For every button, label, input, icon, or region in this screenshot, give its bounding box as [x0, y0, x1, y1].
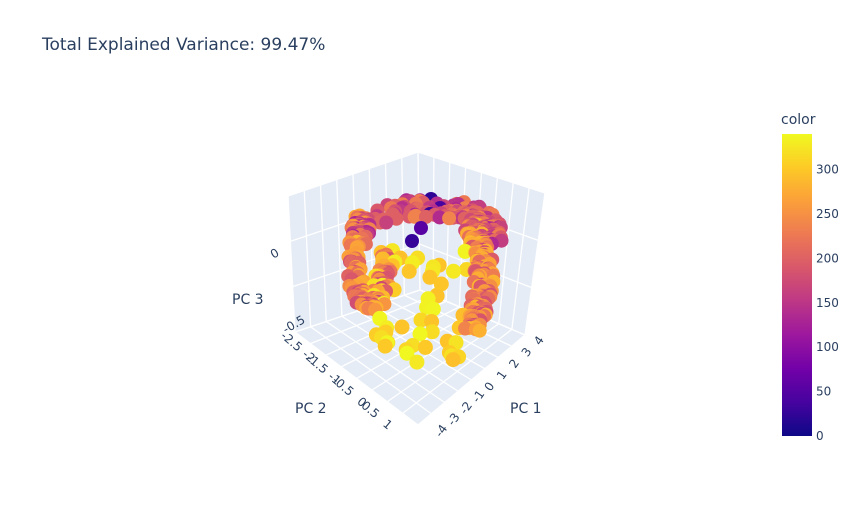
- scatter-point[interactable]: [422, 269, 438, 285]
- scatter-point[interactable]: [414, 221, 428, 235]
- grid-line: [340, 306, 460, 368]
- grid-line: [511, 187, 530, 330]
- scatter-point[interactable]: [394, 319, 410, 335]
- grid-line: [319, 184, 327, 322]
- chart-title: Total Explained Variance: 99.47%: [41, 35, 325, 55]
- scatter-point[interactable]: [409, 354, 425, 370]
- scene[interactable]: [287, 151, 546, 426]
- scatter-point[interactable]: [405, 234, 419, 248]
- grid-line: [303, 190, 312, 327]
- scatter-point[interactable]: [445, 352, 461, 368]
- pc2-axis-title: PC 2: [295, 401, 327, 417]
- scatter-point[interactable]: [377, 338, 393, 354]
- grid-line: [310, 295, 434, 345]
- scatter-points[interactable]: [341, 192, 509, 370]
- tick-label: -1: [469, 387, 487, 405]
- grid-line: [445, 162, 451, 302]
- grid-line: [417, 151, 546, 194]
- tick-label: 0: [268, 245, 282, 261]
- scatter-point[interactable]: [419, 209, 433, 224]
- tick-label: 3: [519, 345, 535, 359]
- scatter-point[interactable]: [458, 321, 473, 336]
- scatter-point[interactable]: [379, 215, 394, 230]
- tick-label: 1: [494, 368, 510, 382]
- grid-line: [417, 334, 526, 426]
- tick-label: 1: [380, 417, 395, 433]
- scatter-point[interactable]: [424, 324, 440, 340]
- grid-line: [287, 195, 296, 333]
- scatter-point[interactable]: [401, 263, 417, 279]
- colorbar-title: color: [781, 112, 816, 128]
- pc1-axis-title: PC 1: [510, 401, 542, 417]
- scatter-point[interactable]: [472, 323, 487, 338]
- grid-line: [336, 179, 343, 317]
- grid-line: [294, 289, 421, 333]
- tick-label: 2: [506, 356, 522, 370]
- scatter-point[interactable]: [425, 301, 441, 317]
- tick-label: -2: [457, 399, 475, 417]
- colorbar-tick-label: 0: [816, 429, 824, 443]
- colorbar-tick-label: 50: [816, 385, 831, 399]
- tick-label: -3: [444, 410, 462, 428]
- grid-line: [287, 151, 419, 197]
- scatter-point[interactable]: [417, 339, 433, 355]
- tick-label: 0: [481, 379, 497, 393]
- colorbar-gradient: [782, 134, 812, 436]
- scatter-point[interactable]: [399, 345, 415, 361]
- scatter-point[interactable]: [446, 263, 461, 279]
- colorbar-tick-label: 250: [816, 207, 839, 221]
- pc3-axis-title: PC 3: [232, 292, 264, 308]
- grid-line: [498, 182, 514, 324]
- scatter-point[interactable]: [412, 326, 428, 342]
- colorbar-tick-label: 100: [816, 340, 839, 354]
- scatter-point[interactable]: [433, 276, 449, 292]
- colorbar-tick-label: 200: [816, 251, 839, 265]
- grid-line: [402, 328, 513, 414]
- colorbar-tick-label: 300: [816, 163, 839, 177]
- tick-label: 4: [531, 333, 547, 347]
- scatter-point[interactable]: [407, 209, 422, 224]
- colorbar-tick-labels: 0 50 100 150 200 250 300: [816, 163, 839, 443]
- colorbar: color 0 50 100 150 200 250 300: [781, 112, 839, 443]
- grid-line: [524, 192, 546, 336]
- tick-label: -4: [432, 422, 450, 440]
- colorbar-tick-label: 150: [816, 296, 839, 310]
- scatter-point[interactable]: [442, 211, 457, 226]
